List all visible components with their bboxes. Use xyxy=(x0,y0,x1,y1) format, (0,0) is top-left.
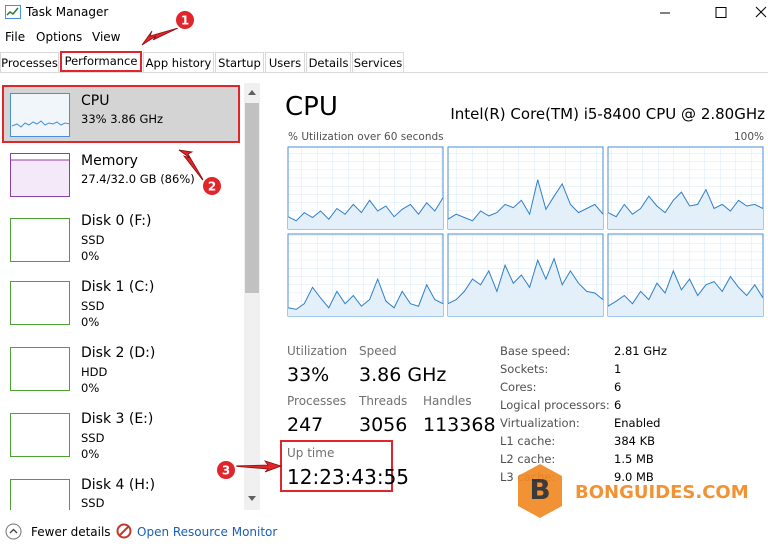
spec-value: 2.81 GHz xyxy=(614,344,667,358)
watermark-text: BONGUIDES.COM xyxy=(575,482,749,503)
scrollbar[interactable] xyxy=(244,83,260,510)
tab[interactable]: Services xyxy=(352,52,404,72)
sidebar: CPU 33% 3.86 GHz Memory 27.4/32.0 GB (86… xyxy=(0,83,260,510)
stat-value: 33% xyxy=(287,364,330,386)
spec-label: Sockets: xyxy=(500,362,549,376)
graph-max: 100% xyxy=(733,131,764,143)
stat-label: Speed xyxy=(359,344,397,358)
tab[interactable]: App history xyxy=(143,52,214,72)
disk-thumbnail xyxy=(10,347,70,391)
spec-label: Base speed: xyxy=(500,344,571,358)
panel-title: CPU xyxy=(285,92,338,122)
spec-label: Virtualization: xyxy=(500,416,580,430)
sidebar-usage: 0% xyxy=(81,381,100,395)
window-title: Task Manager xyxy=(26,5,109,19)
stat-label: Utilization xyxy=(287,344,348,358)
graph-area xyxy=(448,179,603,229)
graph-area xyxy=(288,197,443,229)
sidebar-usage: 0% xyxy=(81,315,100,329)
sidebar-name: CPU xyxy=(81,93,110,109)
tab[interactable]: Users xyxy=(265,52,305,72)
cpu-model: Intel(R) Core(TM) i5-8400 CPU @ 2.80GHz xyxy=(450,105,765,123)
spec-label: L3 cache: xyxy=(500,470,556,484)
cpu-thumbnail xyxy=(10,93,70,137)
fewer-details[interactable]: Fewer details xyxy=(31,525,111,539)
tab-selected[interactable]: Performance xyxy=(60,51,142,72)
spec-label: Logical processors: xyxy=(500,398,610,412)
spec-value: Enabled xyxy=(614,416,661,430)
window-controls[interactable] xyxy=(650,0,768,26)
stat-value: 3056 xyxy=(359,414,408,436)
tab-divider xyxy=(0,72,768,73)
uptime-value: 12:23:43:55 xyxy=(287,465,410,489)
menu-item[interactable]: File xyxy=(5,30,26,44)
sidebar-kind: HDD xyxy=(81,365,108,379)
sidebar-name: Memory xyxy=(81,153,138,169)
sidebar-kind: SSD xyxy=(81,431,105,445)
spec-value: 384 KB xyxy=(614,434,656,448)
graph-line xyxy=(607,269,764,307)
sidebar-detail: 33% 3.86 GHz xyxy=(81,112,164,126)
stat-value: 247 xyxy=(287,414,324,436)
annotation-marker: 1 xyxy=(174,9,196,31)
stat-value: 3.86 GHz xyxy=(359,364,447,386)
spec-label: Cores: xyxy=(500,380,537,394)
cpu-graphs xyxy=(287,146,764,317)
tab[interactable]: Processes xyxy=(0,52,59,72)
menu-item[interactable]: View xyxy=(92,30,121,44)
annotation-number: 1 xyxy=(181,14,189,28)
sidebar-name: Disk 0 (F:) xyxy=(81,213,152,229)
sidebar-kind: SSD xyxy=(81,496,105,510)
graph-area xyxy=(608,270,763,316)
graph-line xyxy=(447,179,604,222)
graph-line xyxy=(607,188,764,218)
disk-thumbnail xyxy=(10,281,70,325)
graph-line xyxy=(447,257,604,305)
sidebar-detail: 27.4/32.0 GB (86%) xyxy=(81,172,195,186)
collapse-icon[interactable] xyxy=(5,523,22,540)
resource-monitor-link[interactable]: Open Resource Monitor xyxy=(137,525,278,539)
uptime-label: Up time xyxy=(287,446,335,460)
disk-thumbnail xyxy=(10,479,70,510)
tab[interactable]: Details xyxy=(306,52,351,72)
spec-label: L1 cache: xyxy=(500,434,556,448)
resource-monitor-icon xyxy=(116,523,132,539)
disk-thumbnail xyxy=(10,413,70,457)
sidebar-kind: SSD xyxy=(81,299,105,313)
spec-value: 1.5 MB xyxy=(614,452,654,466)
sidebar-name: Disk 2 (D:) xyxy=(81,345,156,361)
sidebar-name: Disk 3 (E:) xyxy=(81,411,154,427)
spec-value: 1 xyxy=(614,362,622,376)
spec-value: 6 xyxy=(614,380,622,394)
menu-item[interactable]: Options xyxy=(36,30,83,44)
graph-label: % Utilization over 60 seconds xyxy=(288,131,444,143)
memory-thumbnail xyxy=(10,153,70,197)
stat-label: Threads xyxy=(359,394,408,408)
graph-area xyxy=(448,258,603,316)
spec-value: 6 xyxy=(614,398,622,412)
graph-area xyxy=(288,279,443,316)
sidebar-name: Disk 1 (C:) xyxy=(81,279,155,295)
app-icon xyxy=(5,5,21,19)
sidebar-usage: 0% xyxy=(81,249,100,263)
tab[interactable]: Startup xyxy=(215,52,264,72)
spec-label: L2 cache: xyxy=(500,452,556,466)
sidebar-kind: SSD xyxy=(81,233,105,247)
sidebar-name: Disk 4 (H:) xyxy=(81,477,156,493)
graph-line xyxy=(287,197,444,222)
sidebar-usage: 0% xyxy=(81,447,100,461)
disk-thumbnail xyxy=(10,218,70,262)
graph-line xyxy=(287,277,444,310)
stat-label: Processes xyxy=(287,394,347,408)
stat-value: 113368 xyxy=(423,414,496,436)
stat-label: Handles xyxy=(423,394,472,408)
spec-value: 9.0 MB xyxy=(614,470,654,484)
